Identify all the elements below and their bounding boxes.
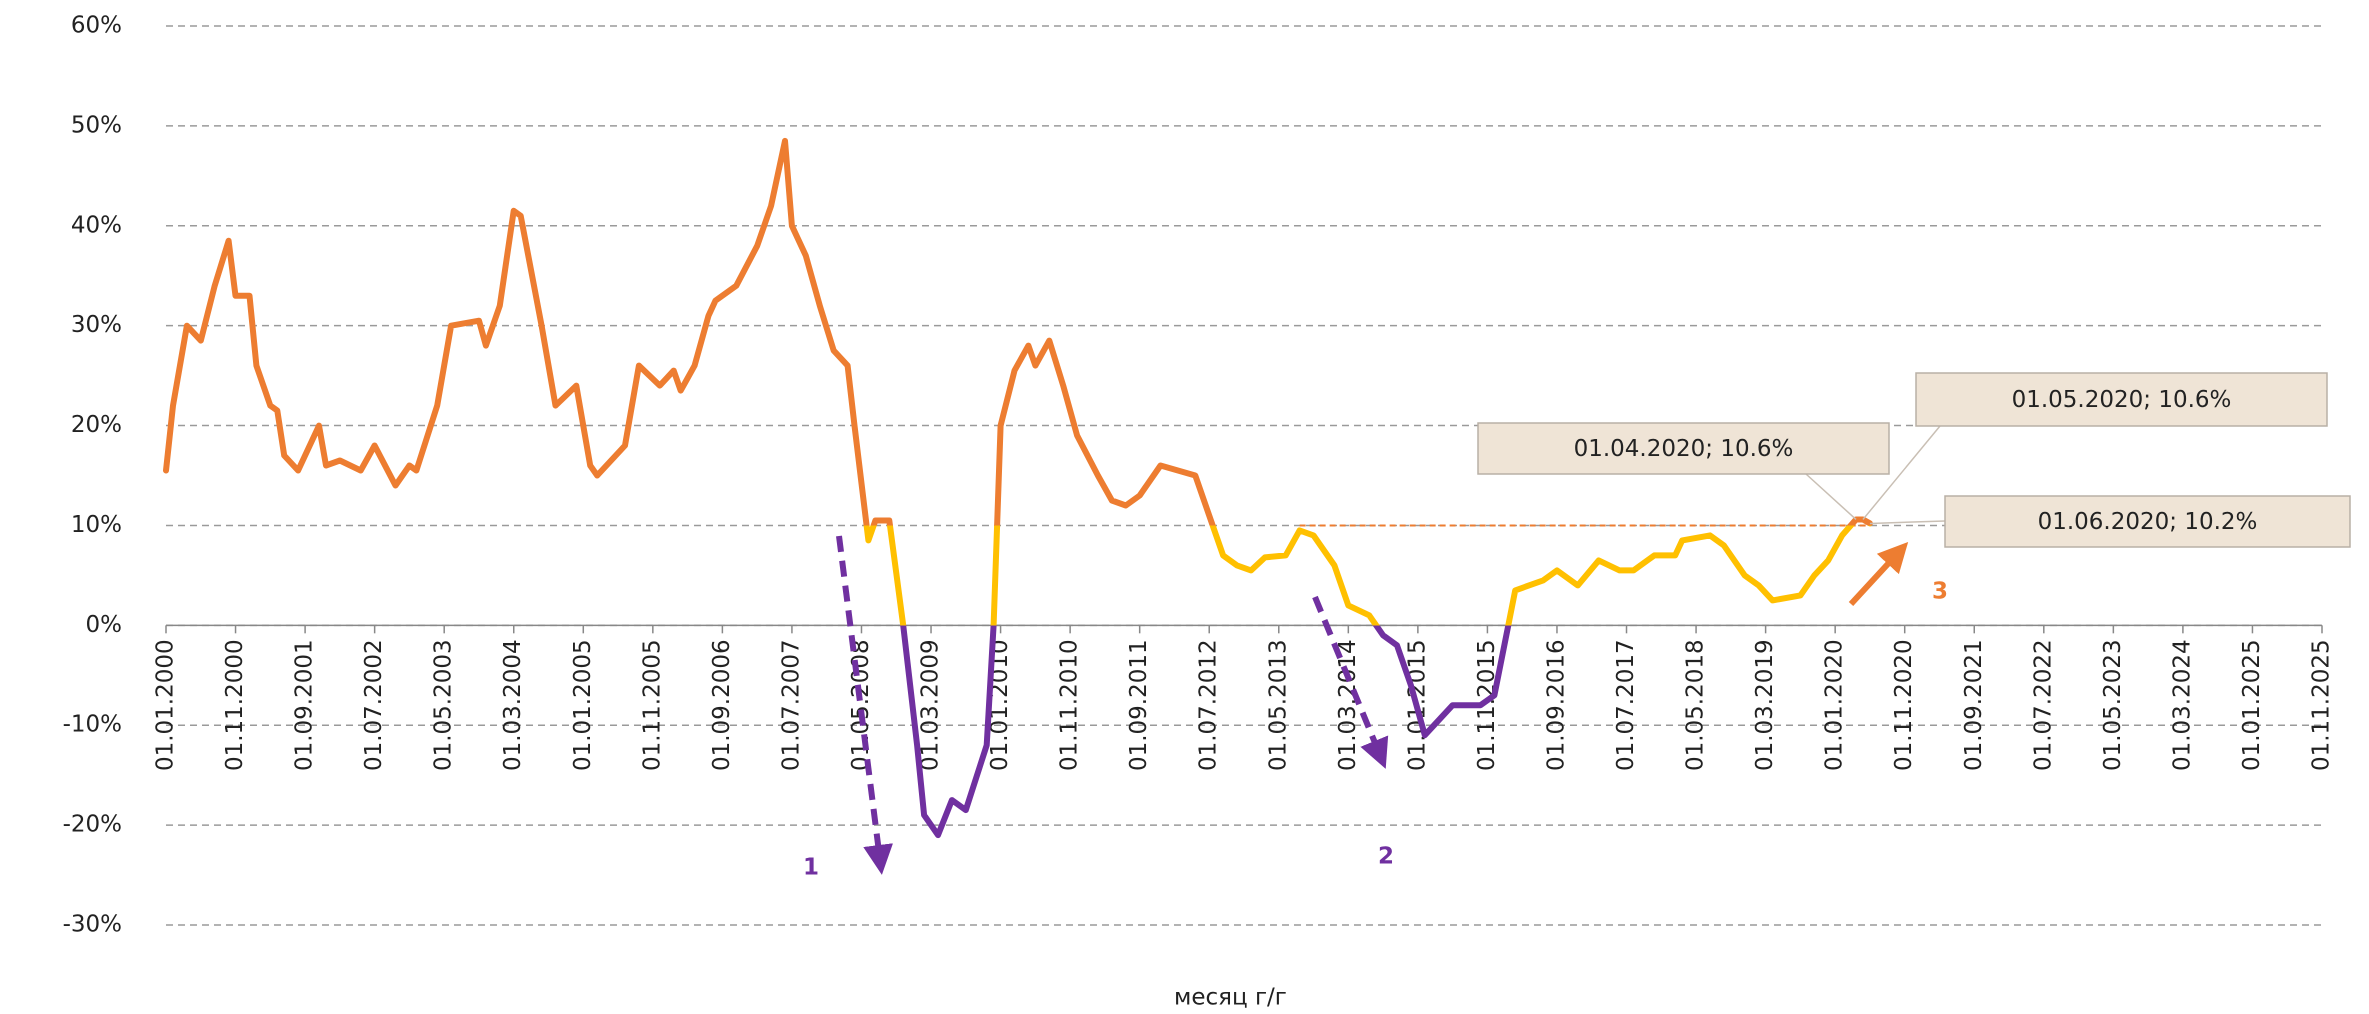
x-tick-label: 01.01.2000 — [153, 639, 179, 771]
y-tick-label: -20% — [63, 812, 122, 838]
y-tick-label: 40% — [71, 212, 122, 238]
x-tick-label: 01.09.2006 — [709, 639, 735, 771]
leader-line — [1805, 473, 1857, 521]
x-tick-label: 01.05.2008 — [848, 639, 874, 771]
callout-box — [1944, 495, 2351, 548]
x-tick-label: 01.05.2023 — [2100, 639, 2126, 771]
marker-label: 1 — [803, 855, 819, 881]
x-tick-label: 01.01.2025 — [2239, 639, 2265, 771]
x-tick-label: 01.07.2002 — [361, 639, 387, 771]
x-tick-label: 01.09.2016 — [1543, 639, 1569, 771]
x-tick-label: 01.11.2000 — [222, 639, 248, 771]
leader-line — [1869, 520, 1946, 525]
x-tick-label: 01.07.2017 — [1613, 639, 1639, 771]
marker-label: 2 — [1378, 844, 1394, 870]
legend-label: месяц г/г — [1174, 985, 1287, 1011]
x-tick-label: 01.01.2020 — [1822, 639, 1848, 771]
y-tick-label: 50% — [71, 112, 122, 138]
x-tick-label: 01.09.2011 — [1126, 639, 1152, 771]
callout-box — [1915, 372, 2328, 427]
y-tick-label: -10% — [63, 712, 122, 738]
x-tick-label: 01.07.2007 — [778, 639, 804, 771]
trend-arrow — [1312, 595, 1389, 769]
y-tick-label: 10% — [71, 512, 122, 538]
x-tick-label: 01.11.2005 — [639, 639, 665, 771]
x-tick-label: 01.09.2021 — [1961, 639, 1987, 771]
y-tick-label: 30% — [71, 312, 122, 338]
x-tick-label: 01.05.2003 — [431, 639, 457, 771]
x-tick-label: 01.03.2004 — [500, 639, 526, 771]
x-tick-label: 01.03.2009 — [918, 639, 944, 771]
y-tick-label: -30% — [63, 912, 122, 938]
marker-label: 3 — [1932, 579, 1948, 605]
x-tick-label: 01.05.2013 — [1265, 639, 1291, 771]
data-line — [163, 137, 1873, 839]
y-tick-label: 0% — [86, 612, 123, 638]
y-tick-label: 60% — [71, 13, 122, 39]
x-tick-label: 01.11.2020 — [1891, 639, 1917, 771]
x-tick-label: 01.03.2019 — [1752, 639, 1778, 771]
x-tick-label: 01.07.2012 — [1196, 639, 1222, 771]
callout-box — [1477, 422, 1890, 475]
leader-line — [1862, 425, 1941, 520]
x-tick-label: 01.03.2024 — [2169, 639, 2195, 771]
x-tick-label: 01.09.2001 — [292, 639, 318, 771]
x-tick-label: 01.01.2005 — [570, 639, 596, 771]
callout-label: 01.06.2020; 10.2% — [2038, 509, 2258, 535]
x-tick-label: 01.11.2025 — [2309, 639, 2335, 771]
trend-arrow — [836, 535, 893, 875]
trend-arrow — [1848, 541, 1909, 607]
x-tick-label: 01.05.2018 — [1683, 639, 1709, 771]
callout-label: 01.05.2020; 10.6% — [2012, 387, 2232, 413]
callout-label: 01.04.2020; 10.6% — [1574, 436, 1794, 462]
x-tick-label: 01.11.2010 — [1057, 639, 1083, 771]
y-tick-label: 20% — [71, 412, 122, 438]
x-tick-label: 01.07.2022 — [2030, 639, 2056, 771]
